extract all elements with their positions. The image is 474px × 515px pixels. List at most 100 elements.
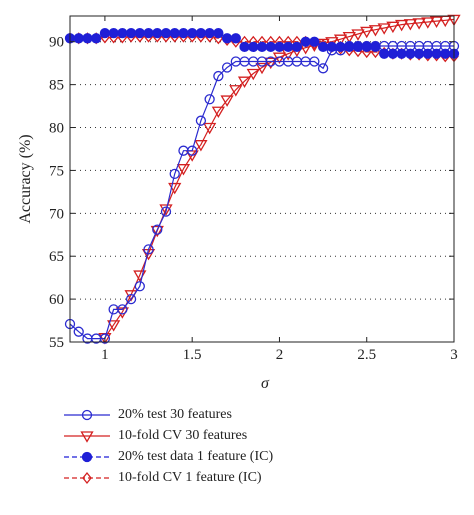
x-tick-label: 2 <box>276 347 284 363</box>
data-point <box>291 41 303 53</box>
legend-item: 10-fold CV 30 features <box>62 425 362 446</box>
y-tick-label: 80 <box>49 121 64 137</box>
data-point <box>221 62 233 73</box>
series-line <box>104 18 455 339</box>
data-point <box>309 36 320 47</box>
data-point <box>429 16 444 28</box>
data-point <box>204 28 215 39</box>
data-point <box>422 48 433 59</box>
data-point <box>405 48 416 59</box>
legend-label: 10-fold CV 1 feature (IC) <box>118 469 262 485</box>
data-point <box>351 29 365 41</box>
data-point <box>360 26 374 39</box>
data-point <box>108 28 119 39</box>
series-line <box>69 45 454 340</box>
x-tick-label: 2.5 <box>357 347 376 363</box>
legend-marker <box>81 409 93 420</box>
data-point <box>274 41 285 53</box>
data-point <box>309 56 320 67</box>
data-point <box>203 122 217 135</box>
data-point <box>143 28 154 39</box>
data-point <box>91 33 102 44</box>
data-point <box>413 48 425 59</box>
legend-marker <box>82 471 92 484</box>
data-point <box>387 48 399 59</box>
series-3 <box>64 28 460 59</box>
data-point <box>169 28 180 39</box>
data-point <box>211 106 225 119</box>
data-point <box>447 14 461 27</box>
x-axis-label: σ <box>261 375 270 392</box>
data-point <box>265 41 276 53</box>
series-2 <box>98 14 461 345</box>
legend-marker <box>80 430 94 443</box>
data-point <box>333 34 348 46</box>
legend-label: 10-fold CV 30 features <box>118 427 248 443</box>
y-tick-label: 55 <box>49 335 64 351</box>
legend-swatch-diamond-open <box>64 471 110 484</box>
data-point <box>395 19 409 32</box>
data-point <box>125 28 137 39</box>
data-point <box>421 17 435 29</box>
data-point <box>317 41 329 53</box>
data-point <box>73 326 84 337</box>
data-point <box>134 281 145 292</box>
data-point <box>143 244 154 255</box>
legend-item: 20% test 30 features <box>62 404 362 425</box>
data-point <box>283 41 294 53</box>
data-point <box>213 70 224 82</box>
data-point <box>82 33 93 44</box>
data-point <box>159 204 173 216</box>
y-tick-label: 90 <box>49 35 64 51</box>
x-tick-label: 3 <box>450 347 458 363</box>
data-point <box>125 293 137 305</box>
data-point <box>160 206 172 217</box>
data-point <box>431 48 442 59</box>
y-tick-label: 85 <box>49 78 64 94</box>
data-point <box>264 57 278 70</box>
data-point <box>73 33 84 44</box>
data-point <box>248 41 259 53</box>
y-tick-label: 70 <box>49 206 64 222</box>
data-point <box>352 41 364 53</box>
data-point <box>377 23 391 35</box>
y-tick-label: 65 <box>49 249 64 265</box>
data-point <box>379 48 390 59</box>
legend-item: 10-fold CV 1 feature (IC) <box>62 467 362 488</box>
y-axis-label: Accuracy (%) <box>17 134 34 223</box>
legend-item: 20% test data 1 feature (IC) <box>62 446 362 467</box>
data-point <box>396 48 407 59</box>
data-point <box>204 94 215 105</box>
data-point <box>344 41 355 53</box>
data-point <box>117 304 128 315</box>
x-tick-label: 1.5 <box>183 347 202 363</box>
legend-label: 20% test 30 features <box>118 406 232 422</box>
data-point <box>230 33 241 44</box>
data-point <box>194 140 208 152</box>
data-point <box>237 76 252 88</box>
data-point <box>99 333 111 344</box>
data-point <box>178 28 189 39</box>
data-point <box>160 28 172 39</box>
data-point <box>255 62 269 75</box>
data-point <box>256 41 268 53</box>
data-point <box>361 41 372 53</box>
data-point <box>440 48 451 59</box>
series-layer <box>64 14 461 345</box>
series-1 <box>64 40 460 344</box>
data-point <box>150 225 164 238</box>
legend-swatch-triangle-open <box>64 430 110 443</box>
data-point <box>134 28 145 39</box>
data-point <box>246 68 260 81</box>
data-point <box>213 28 224 39</box>
data-point <box>107 320 121 332</box>
plot-frame <box>69 15 455 343</box>
data-point <box>386 21 400 34</box>
legend-swatch-circle-filled <box>64 451 110 462</box>
x-tick-label: 1 <box>101 347 109 363</box>
data-point <box>117 28 128 39</box>
data-point <box>370 41 381 53</box>
legend-label: 20% test data 1 feature (IC) <box>118 448 274 464</box>
y-tick-label: 60 <box>49 292 64 308</box>
